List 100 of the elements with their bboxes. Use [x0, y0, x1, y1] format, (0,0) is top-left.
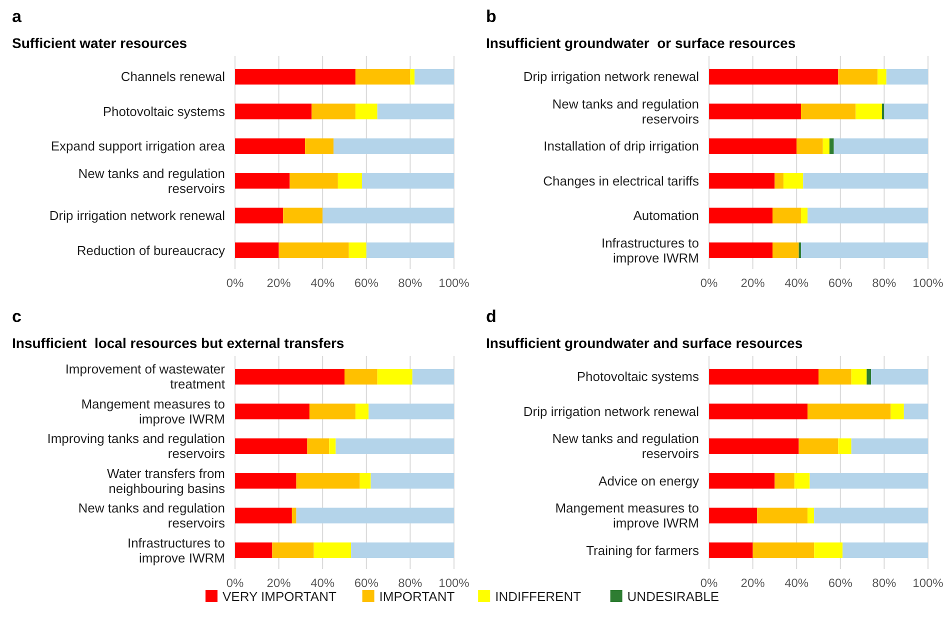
bar: [709, 508, 758, 524]
bar: [810, 473, 928, 489]
x-tick-label: 100%: [912, 276, 944, 290]
x-tick-label: 40%: [310, 576, 335, 590]
x-tick-label: 20%: [266, 576, 292, 590]
bar: [774, 173, 784, 189]
x-tick-label: 40%: [784, 276, 809, 290]
x-tick-label: 60%: [828, 576, 853, 590]
bar: [904, 404, 928, 420]
bar: [414, 68, 454, 85]
bar: [235, 104, 312, 120]
bar: [235, 368, 344, 385]
chart-title: Insufficient local resources but external transfers: [12, 335, 344, 351]
y-tick-label: Drip irrigation network renewal: [49, 208, 226, 224]
bar: [709, 473, 775, 489]
legend-label: VERY IMPORTANT: [222, 589, 336, 604]
bar: [360, 473, 371, 489]
bar: [834, 138, 928, 154]
x-tick-label: 60%: [828, 276, 853, 290]
bar: [366, 242, 454, 258]
y-tick-label: Changes in electrical tariffs: [543, 173, 700, 188]
y-tick-label: Improvement of wastewater treatment: [65, 362, 226, 392]
bar: [312, 104, 356, 120]
y-tick-label: Improving tanks and regulation reservoirs: [47, 431, 226, 462]
bar: [808, 208, 928, 224]
bar: [370, 473, 454, 489]
x-tick-label: 100%: [438, 576, 470, 590]
chart-title: Insufficient groundwater and surface resources: [486, 335, 803, 351]
y-tick-label: Reduction of bureaucracy: [76, 242, 226, 258]
bar: [235, 208, 284, 224]
bar: [800, 242, 928, 258]
bar: [309, 404, 356, 420]
bar: [314, 542, 352, 558]
legend-label: INDIFFERENT: [495, 589, 582, 604]
x-tick-label: 20%: [740, 276, 766, 290]
x-tick-label: 0%: [700, 276, 718, 290]
bar: [334, 138, 454, 154]
bar: [292, 508, 296, 524]
bar: [278, 242, 349, 258]
bar: [814, 542, 843, 558]
x-tick-label: 0%: [226, 276, 244, 290]
bar: [774, 473, 794, 489]
bar: [235, 542, 272, 558]
bar: [709, 208, 773, 224]
bar: [800, 104, 856, 120]
x-tick-label: 60%: [354, 576, 379, 590]
y-tick-label: Training for farmers: [586, 542, 700, 558]
chart-title: Insufficient groundwater or surface resources: [486, 35, 796, 51]
y-tick-label: New tanks and regulation reservoirs: [78, 166, 226, 196]
x-tick-label: 100%: [438, 276, 470, 290]
x-tick-label: 20%: [740, 576, 766, 590]
bar: [355, 68, 410, 85]
bar: [808, 508, 814, 524]
bar: [796, 138, 823, 154]
bar: [290, 173, 338, 189]
x-tick-label: 20%: [266, 276, 292, 290]
bar: [351, 542, 454, 558]
bar: [822, 138, 830, 154]
bar: [329, 438, 336, 454]
legend-label: IMPORTANT: [379, 589, 455, 604]
bar: [709, 173, 775, 189]
y-tick-label: New tanks and regulation reservoirs: [552, 431, 700, 462]
bar: [296, 508, 454, 524]
bar: [412, 368, 454, 385]
bar: [355, 404, 369, 420]
x-tick-label: 40%: [310, 276, 335, 290]
bar: [362, 173, 454, 189]
bar: [348, 242, 366, 258]
bar: [884, 104, 928, 120]
bar: [283, 208, 323, 224]
bar: [842, 542, 928, 558]
bar: [235, 242, 279, 258]
x-tick-label: 0%: [700, 576, 718, 590]
y-tick-label: Automation: [633, 208, 699, 224]
y-tick-label: Mangement measures to improve IWRM: [81, 396, 225, 426]
text: b: [486, 7, 496, 26]
x-tick-label: 100%: [912, 576, 944, 590]
bar: [851, 438, 928, 454]
bar: [772, 242, 799, 258]
bar: [368, 404, 454, 420]
x-tick-label: 60%: [354, 276, 379, 290]
x-tick-label: 80%: [398, 576, 423, 590]
bar: [235, 173, 290, 189]
legend-label: UNDESIRABLE: [627, 589, 720, 604]
bar: [322, 208, 454, 224]
x-tick-label: 40%: [784, 576, 809, 590]
y-tick-label: New tanks and regulation reservoirs: [552, 96, 700, 126]
text: c: [12, 307, 22, 326]
bar: [709, 138, 797, 154]
bar: [772, 208, 801, 224]
bar: [808, 404, 891, 420]
bar: [344, 368, 378, 385]
bar: [838, 68, 878, 85]
y-tick-label: Infrastructures to improve IWRM: [127, 535, 225, 566]
bar: [829, 138, 834, 154]
y-tick-label: Expand support irrigation area: [50, 138, 226, 154]
text: a: [12, 7, 22, 26]
text: d: [486, 307, 496, 326]
x-tick-label: 80%: [872, 576, 897, 590]
bar: [307, 438, 330, 454]
